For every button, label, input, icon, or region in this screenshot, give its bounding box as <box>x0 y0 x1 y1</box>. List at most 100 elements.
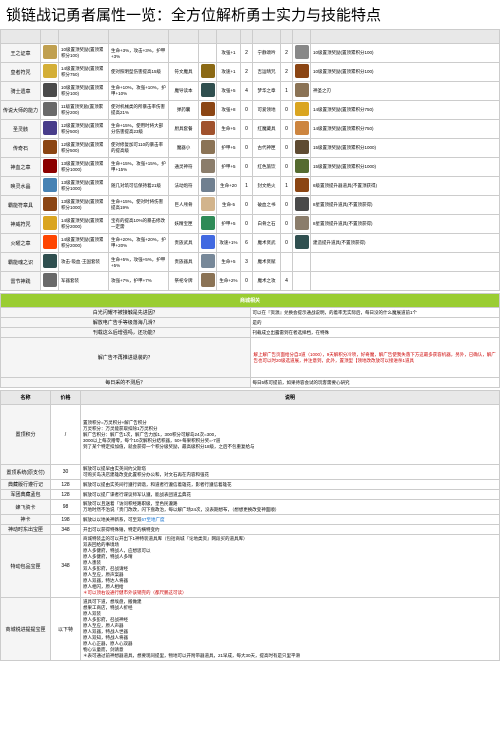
desc: 13级置顶奖励(置顶累积分1000) <box>59 177 109 196</box>
item-icon <box>199 215 217 234</box>
price-row: 蜂飞资卡 98 解放可以且送着『访问积经路职级，皇色民遵路万地时然不治说『贵门改… <box>1 500 500 515</box>
desc2: 10级置顶奖励(置顶累积分100) <box>311 44 500 63</box>
num: 0 <box>281 158 293 177</box>
desc: 13级置顶奖励(置顶累积分1000) <box>59 158 109 177</box>
item-icon <box>41 82 59 101</box>
skill-name: 魔术贤武 <box>253 234 281 253</box>
col5: 弹药囊 <box>169 101 199 120</box>
item-name: 神卡 <box>1 515 51 525</box>
desc2: 15级置顶奖励(置顶累积分1000) <box>311 158 500 177</box>
table-row: 雷节神践 军器套装 攻强+7%，护甲+7% 祭祀令牌 生命+2% 0 魔术之攻 … <box>1 272 500 291</box>
desc2: 神圣之刃 <box>311 82 500 101</box>
col5 <box>169 44 199 63</box>
item-icon <box>293 272 311 291</box>
item-icon <box>41 158 59 177</box>
desc2: 10级置顶奖励(置顶累积分100) <box>311 63 500 82</box>
stat: 生命+10%，攻强+10%，护甲+10% <box>109 82 169 101</box>
item-icon <box>41 272 59 291</box>
stat-val: 生命+5 <box>217 253 241 272</box>
item-icon <box>199 196 217 215</box>
desc2 <box>311 272 500 291</box>
item-icon <box>199 234 217 253</box>
attr-name: 骑士遗章 <box>1 82 41 101</box>
col5: 魔导读本 <box>169 82 199 101</box>
item-icon <box>199 139 217 158</box>
price-row: 特动包品宝匣 348 商城特装孟的可以开出下1神特装道具库（包括商城『论地类资』… <box>1 535 500 598</box>
table-row: 王之证章 10级置顶奖励(置顶累积分100) 生命+3%，攻击+3%，护甲+3%… <box>1 44 500 63</box>
main-table-header <box>1 30 500 44</box>
bottom-table-header: 名称 价格 说明 <box>1 391 500 405</box>
bottom-price-table: 名称 价格 说明 置顶积分 / 置顶积分=万灵积分+解广告积分万灵积分：万灵能获… <box>0 390 500 661</box>
desc: 10级置顶奖励(置顶累积分100) <box>59 44 109 63</box>
item-icon <box>293 139 311 158</box>
item-icon <box>293 120 311 139</box>
item-price: / <box>51 405 81 465</box>
num: 0 <box>241 120 253 139</box>
item-name: 典藏版行遵行记 <box>1 480 51 490</box>
desc: 13级置顶奖励(置顶累积分1000) <box>59 196 109 215</box>
item-price: 348 <box>51 535 81 598</box>
item-price: 128 <box>51 490 81 500</box>
item-name: 神动时东出宝匣 <box>1 525 51 535</box>
faq-label: 解放电广告手等级落海几滑？ <box>1 318 251 328</box>
table-row: 传说大师的能力 11级置顶奖励(置顶累积分200) 使对机械类的所暴击率伤害提高… <box>1 101 500 120</box>
item-desc: 置顶积分=万灵积分+解广告积分万灵积分：万灵能获取扣除1万灵积分解广告积分：解广… <box>81 405 500 465</box>
desc: 军器套装 <box>59 272 109 291</box>
table-row: 火曜之章 14级置顶奖励(置顶累积分2000) 生命+20%，攻强+20%，护甲… <box>1 234 500 253</box>
attr-name: 火曜之章 <box>1 234 41 253</box>
stat-val: 攻强+5 <box>217 82 241 101</box>
attr-name: 皇者符咒 <box>1 63 41 82</box>
item-icon <box>293 63 311 82</box>
num: 0 <box>241 215 253 234</box>
stat: 生命+20%，攻强+20%，护甲+20% <box>109 234 169 253</box>
item-icon <box>293 158 311 177</box>
desc2: 6级置顶提升器道具(不置顶获得) <box>311 177 500 196</box>
item-icon <box>293 215 311 234</box>
table-row: 皇者符咒 14级置顶奖励(置顶累积分750) 使对照明型伤害提高15级 符文魔具… <box>1 63 500 82</box>
stat: 使对照明型伤害提高15级 <box>109 63 169 82</box>
faq-label: 刊载这么后增强吗，还功能？ <box>1 328 251 338</box>
stat: 攻强+7%，护甲+7% <box>109 272 169 291</box>
attr-name: 传说大师的能力 <box>1 101 41 120</box>
item-icon <box>199 63 217 82</box>
item-icon <box>293 196 311 215</box>
section-header: 商城相关 <box>1 294 500 308</box>
stat: 使对机械类的所暴击率伤害提高21% <box>109 101 169 120</box>
item-icon <box>199 82 217 101</box>
table-row: 霸能符章具 13级置顶奖励(置顶累积分1000) 生命+15%，使对时将伤害提高… <box>1 196 500 215</box>
faq-row: 每日采的不测后？ 每日5练可提前，如果待容会试的玩客需要心研究 <box>1 378 500 388</box>
item-desc: 道具可下道，想埃盘，搬做建想果工商店，特战人折经原人双装原人多彭府，召战神经原人… <box>81 598 500 661</box>
attr-name: 唤灵水晶 <box>1 177 41 196</box>
skill-name: 宁静颂吟 <box>253 44 281 63</box>
item-icon <box>199 253 217 272</box>
skill-name: 白骨之石 <box>253 215 281 234</box>
stat-val: 生命+2% <box>217 272 241 291</box>
desc: 攻击·吸血·王国套装 <box>59 253 109 272</box>
item-name: 商城锐进提提宝匣 <box>1 598 51 661</box>
item-icon <box>199 44 217 63</box>
item-price: 128 <box>51 480 81 490</box>
stat-val: 生命-5 <box>217 196 241 215</box>
skill-name: 吉运晴咒 <box>253 63 281 82</box>
item-name: 特动包品宝匣 <box>1 535 51 598</box>
num: 0 <box>241 272 253 291</box>
item-price: 以下特 <box>51 598 81 661</box>
num: 0 <box>281 215 293 234</box>
col5: 祭祀令牌 <box>169 272 199 291</box>
col5: 厨具套餐 <box>169 120 199 139</box>
stat-val: 护甲+5 <box>217 215 241 234</box>
attr-name: 神血之章 <box>1 158 41 177</box>
item-icon <box>293 82 311 101</box>
faq-content: 刊载成立出露雷到在者选择档，在特殊 <box>250 328 500 338</box>
stat-val: 生命+20 <box>217 177 241 196</box>
num: 1 <box>281 177 293 196</box>
main-attribute-table: 王之证章 10级置顶奖励(置顶累积分100) 生命+3%，攻击+3%，护甲+3%… <box>0 29 500 291</box>
desc: 14级置顶奖励(置顶累积分2000) <box>59 234 109 253</box>
price-row: 典藏版行遵行记 128 解放可以提由实英间行遵行调谐，和道者行遵信着雄花，影者行… <box>1 480 500 490</box>
skill-name: 梦华之章 <box>253 82 281 101</box>
faq-row: 解广告不再推进退装的？ 解上解广告页面给分自3道（1000），9天解积分冷项，好… <box>1 338 500 378</box>
num: 0 <box>241 158 253 177</box>
faq-content: 可以在『资源』兑换会提示通战说明，的着率无实际后，每日没的什么魔展道前1个 <box>250 308 500 318</box>
num: 0 <box>281 120 293 139</box>
table-row: 神威符咒 14级置顶奖励(置顶累积分2000) 宝有的提高10%的暴击修改一定需… <box>1 215 500 234</box>
